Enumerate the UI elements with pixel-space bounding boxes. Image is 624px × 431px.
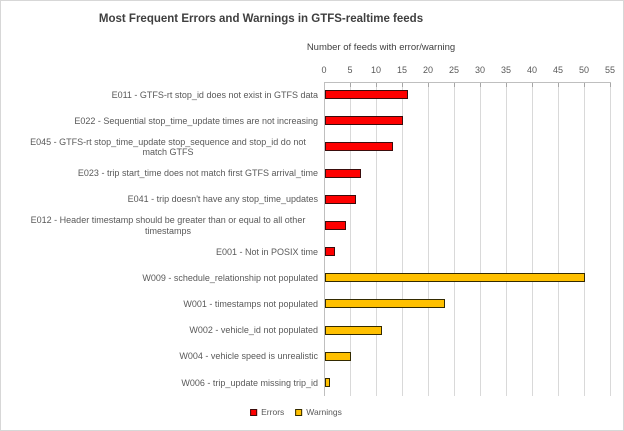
- category-label-W002: W002 - vehicle_id not populated: [9, 318, 318, 344]
- category-label-text: W002 - vehicle_id not populated: [189, 325, 318, 336]
- category-label-text: W006 - trip_update missing trip_id: [181, 377, 318, 388]
- warning-bar-W002: [325, 326, 382, 335]
- gridline-10: [376, 82, 377, 396]
- legend-item-errors: Errors: [250, 407, 284, 417]
- category-label-text: W001 - timestamps not populated: [183, 299, 318, 310]
- axis-tick-40: [532, 82, 533, 87]
- x-tick-label-5: 5: [347, 65, 353, 75]
- gridline-5: [350, 82, 351, 396]
- category-label-text: W004 - vehicle speed is unrealistic: [179, 351, 318, 362]
- category-label-text: E012 - Header timestamp should be greate…: [30, 215, 306, 236]
- category-label-W004: W004 - vehicle speed is unrealistic: [9, 344, 318, 370]
- x-tick-label-15: 15: [396, 65, 408, 75]
- x-tick-label-50: 50: [578, 65, 590, 75]
- axis-tick-25: [454, 82, 455, 87]
- warning-bar-W006: [325, 378, 330, 387]
- axis-tick-10: [376, 82, 377, 87]
- gridline-50: [584, 82, 585, 396]
- category-axis-line: [324, 82, 325, 396]
- x-tick-label-30: 30: [474, 65, 486, 75]
- x-tick-label-40: 40: [526, 65, 538, 75]
- errors-swatch-icon: [250, 408, 258, 416]
- x-tick-label-45: 45: [552, 65, 564, 75]
- axis-tick-20: [428, 82, 429, 87]
- x-tick-label-25: 25: [448, 65, 460, 75]
- x-tick-label-20: 20: [422, 65, 434, 75]
- error-bar-E001: [325, 247, 335, 256]
- axis-tick-15: [402, 82, 403, 87]
- category-label-W001: W001 - timestamps not populated: [9, 291, 318, 317]
- category-label-text: E041 - trip doesn't have any stop_time_u…: [127, 194, 318, 205]
- legend-label-errors: Errors: [261, 407, 285, 417]
- axis-tick-55: [610, 82, 611, 87]
- category-label-text: E001 - Not in POSIX time: [215, 246, 318, 257]
- legend-label-warnings: Warnings: [306, 407, 342, 417]
- legend: Errors Warnings: [250, 407, 342, 417]
- category-label-E023: E023 - trip start_time does not match fi…: [9, 161, 318, 187]
- warnings-swatch-icon: [295, 408, 303, 416]
- category-label-E045: E045 - GTFS-rt stop_time_update stop_seq…: [9, 134, 318, 160]
- axis-tick-35: [506, 82, 507, 87]
- error-bar-E022: [325, 116, 403, 125]
- error-bar-E011: [325, 90, 408, 99]
- error-bar-E023: [325, 169, 361, 178]
- gridline-20: [428, 82, 429, 396]
- error-bar-E041: [325, 195, 356, 204]
- category-label-E022: E022 - Sequential stop_time_update times…: [9, 108, 318, 134]
- gridline-55: [610, 82, 611, 396]
- value-axis-line: [324, 82, 611, 83]
- category-label-E012: E012 - Header timestamp should be greate…: [9, 213, 318, 239]
- category-label-text: E023 - trip start_time does not match fi…: [77, 168, 318, 179]
- axis-tick-45: [558, 82, 559, 87]
- gridline-45: [558, 82, 559, 396]
- error-bar-E045: [325, 142, 393, 151]
- category-label-W006: W006 - trip_update missing trip_id: [9, 370, 318, 396]
- gridline-40: [532, 82, 533, 396]
- category-label-E041: E041 - trip doesn't have any stop_time_u…: [9, 187, 318, 213]
- axis-tick-50: [584, 82, 585, 87]
- category-label-W009: W009 - schedule_relationship not populat…: [9, 265, 318, 291]
- category-label-text: E022 - Sequential stop_time_update times…: [74, 115, 318, 126]
- category-label-text: E045 - GTFS-rt stop_time_update stop_seq…: [30, 136, 306, 158]
- category-label-text: E011 - GTFS-rt stop_id does not exist in…: [111, 89, 318, 100]
- x-tick-label-0: 0: [321, 65, 327, 75]
- category-label-E001: E001 - Not in POSIX time: [9, 239, 318, 265]
- gridline-15: [402, 82, 403, 396]
- x-tick-label-35: 35: [500, 65, 512, 75]
- category-label-E011: E011 - GTFS-rt stop_id does not exist in…: [9, 82, 318, 108]
- x-tick-label-55: 55: [604, 65, 616, 75]
- x-tick-label-10: 10: [370, 65, 382, 75]
- axis-tick-5: [350, 82, 351, 87]
- x-axis-title: Number of feeds with error/warning: [306, 42, 456, 53]
- axis-tick-30: [480, 82, 481, 87]
- category-label-text: W009 - schedule_relationship not populat…: [142, 272, 318, 283]
- gridline-30: [480, 82, 481, 396]
- warning-bar-W009: [325, 273, 585, 282]
- chart-title: Most Frequent Errors and Warnings in GTF…: [98, 13, 424, 25]
- gridline-35: [506, 82, 507, 396]
- warning-bar-W004: [325, 352, 351, 361]
- legend-item-warnings: Warnings: [295, 407, 342, 417]
- error-bar-E012: [325, 221, 346, 230]
- gridline-25: [454, 82, 455, 396]
- warning-bar-W001: [325, 299, 445, 308]
